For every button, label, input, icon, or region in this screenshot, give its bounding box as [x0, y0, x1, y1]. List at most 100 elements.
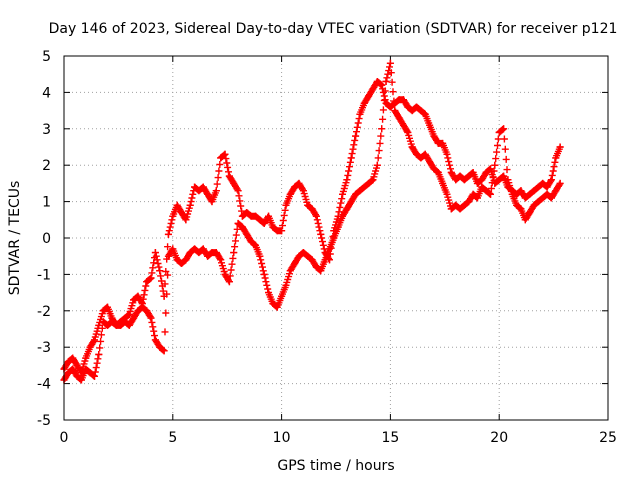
data-point — [378, 81, 386, 89]
data-point — [352, 132, 360, 140]
data-point — [517, 205, 525, 213]
data-point — [230, 249, 238, 257]
data-point — [521, 194, 529, 202]
data-point — [339, 212, 347, 220]
data-point — [247, 238, 255, 246]
data-point — [495, 128, 503, 136]
data-point — [386, 103, 394, 111]
data-point — [521, 216, 529, 224]
data-point — [117, 321, 125, 329]
series-marks — [60, 59, 564, 384]
data-point — [456, 205, 464, 213]
data-point — [486, 165, 494, 173]
data-point — [312, 212, 320, 220]
data-point — [552, 187, 560, 195]
data-point — [160, 347, 168, 355]
data-point — [82, 365, 90, 373]
data-point — [251, 212, 259, 220]
data-point — [317, 267, 325, 275]
data-point — [260, 270, 268, 278]
data-point — [417, 154, 425, 162]
data-point — [478, 183, 486, 191]
data-point — [404, 128, 412, 136]
data-point — [221, 150, 229, 158]
data-point — [360, 99, 368, 107]
data-point — [147, 274, 155, 282]
data-point — [77, 376, 85, 384]
data-point — [352, 190, 360, 198]
data-point — [304, 252, 312, 260]
data-point — [556, 179, 564, 187]
data-point — [134, 292, 142, 300]
series-2 — [60, 59, 564, 384]
data-point — [408, 143, 416, 151]
data-point — [234, 187, 242, 195]
data-point — [156, 267, 164, 275]
x-axis-label: GPS time / hours — [277, 458, 394, 474]
data-point — [125, 310, 133, 318]
y-tick-label: 0 — [42, 231, 51, 247]
data-point — [504, 176, 512, 184]
data-point — [395, 114, 403, 122]
data-point — [378, 125, 386, 133]
data-point — [217, 256, 225, 264]
data-point — [134, 307, 142, 315]
data-point — [317, 230, 325, 238]
data-point — [434, 168, 442, 176]
data-point — [452, 201, 460, 209]
data-point — [430, 165, 438, 173]
data-point — [164, 230, 172, 238]
data-point — [204, 252, 212, 260]
data-point — [534, 183, 542, 191]
data-point — [373, 161, 381, 169]
data-point — [413, 150, 421, 158]
data-point — [465, 198, 473, 206]
data-point — [460, 201, 468, 209]
data-point — [417, 107, 425, 115]
data-point — [125, 321, 133, 329]
data-point — [447, 168, 455, 176]
data-point — [356, 187, 364, 195]
data-point — [282, 201, 290, 209]
data-point — [465, 172, 473, 180]
data-point — [526, 190, 534, 198]
data-point — [225, 172, 233, 180]
data-point — [121, 318, 129, 326]
data-point — [500, 172, 508, 180]
data-point — [373, 77, 381, 85]
data-point — [130, 296, 138, 304]
data-point — [173, 256, 181, 264]
data-point — [312, 263, 320, 271]
data-point — [469, 168, 477, 176]
y-tick-label: 5 — [42, 49, 51, 65]
y-tick-label: 1 — [42, 195, 51, 211]
data-point — [399, 121, 407, 129]
y-tick-label: -2 — [37, 304, 51, 320]
data-point — [473, 179, 481, 187]
data-point — [295, 252, 303, 260]
data-point — [225, 278, 233, 286]
data-point — [286, 267, 294, 275]
data-point — [513, 201, 521, 209]
data-point — [230, 179, 238, 187]
x-tick-label: 20 — [490, 430, 508, 446]
data-point — [238, 223, 246, 231]
data-point — [447, 205, 455, 213]
data-point — [443, 190, 451, 198]
data-point — [526, 209, 534, 217]
data-point — [269, 300, 277, 308]
x-tick-label: 0 — [60, 430, 69, 446]
data-point — [204, 190, 212, 198]
data-point — [269, 223, 277, 231]
data-point — [95, 350, 103, 358]
data-point — [495, 176, 503, 184]
data-point — [343, 176, 351, 184]
data-point — [552, 154, 560, 162]
data-point — [500, 125, 508, 133]
data-point — [69, 365, 77, 373]
data-point — [408, 107, 416, 115]
data-point — [182, 216, 190, 224]
data-point — [452, 176, 460, 184]
data-point — [426, 121, 434, 129]
